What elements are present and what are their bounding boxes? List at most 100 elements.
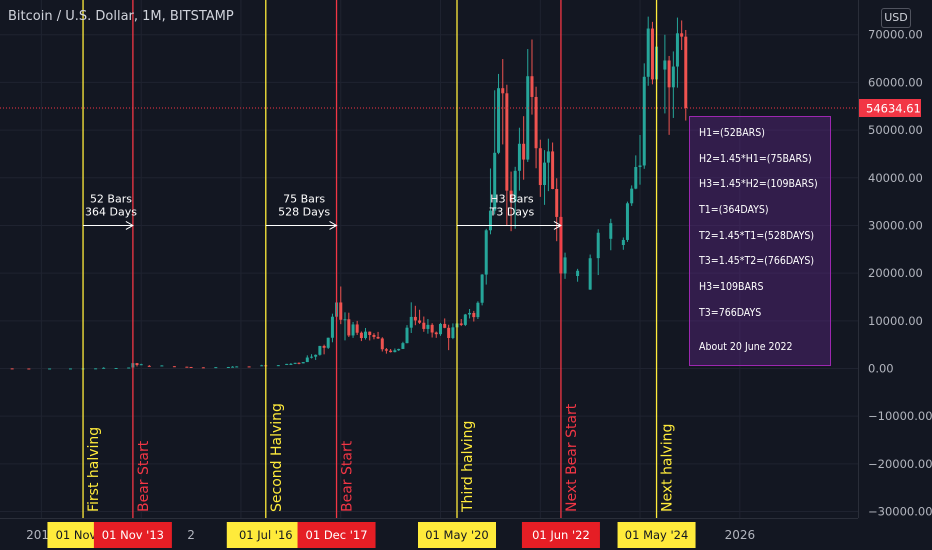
price-tick-label: 30000.00 <box>868 218 923 232</box>
candle-body <box>310 356 314 358</box>
candle-body <box>293 362 297 364</box>
candle-body <box>135 363 139 366</box>
marker-date-label: 01 Jun '22 <box>532 528 590 542</box>
measure-days-label: 364 Days <box>85 205 137 218</box>
marker-date-label: 01 Nov '13 <box>102 528 164 542</box>
symbol-title: Bitcoin / U.S. Dollar, 1M, BITSTAMP <box>8 9 234 24</box>
current-price-label: 54634.61 <box>866 102 921 116</box>
candle-body <box>247 366 251 368</box>
marker-date-badge <box>226 522 305 548</box>
candle-body <box>326 337 330 348</box>
info-line: H3=1.45*H2=(109BARS) <box>699 178 818 191</box>
candle-body <box>401 343 405 349</box>
candle-body <box>638 165 642 168</box>
candle-body <box>276 365 280 367</box>
candle-body <box>588 258 592 290</box>
candle-body <box>359 332 363 339</box>
measure-bars-label: 52 Bars <box>90 192 132 205</box>
measure-days-label: 528 Days <box>278 205 330 218</box>
price-tick-label: −30000.00 <box>868 505 932 519</box>
candle-body <box>538 148 542 186</box>
candle-body <box>351 324 355 336</box>
candle-body <box>68 368 72 370</box>
currency-button[interactable]: USD <box>881 8 911 28</box>
candle-body <box>472 312 476 318</box>
candle-body <box>509 190 513 202</box>
candle-body <box>235 366 239 368</box>
candle-body <box>305 357 309 363</box>
candle-body <box>347 319 351 336</box>
candle-body <box>642 76 646 166</box>
candle-body <box>343 319 347 321</box>
candle-body <box>226 367 230 369</box>
candle-body <box>530 76 534 97</box>
candle-body <box>522 143 526 160</box>
candle-body <box>422 322 426 329</box>
candle-body <box>476 302 480 318</box>
measure-bars-label: H3 Bars <box>490 192 534 205</box>
candle-body <box>484 230 488 275</box>
candle-body <box>513 170 517 202</box>
marker-date-badge <box>521 522 600 548</box>
candle-body <box>625 203 629 240</box>
candle-body <box>426 324 430 329</box>
candle-body <box>376 336 380 339</box>
candle-body <box>671 66 675 88</box>
candle-body <box>438 323 442 335</box>
candle-body <box>501 88 505 94</box>
candle-body <box>139 364 143 366</box>
candle-body <box>289 363 293 365</box>
candle-body <box>231 366 235 368</box>
candle-body <box>543 162 547 186</box>
candle-body <box>409 316 413 328</box>
marker-label: Bear Start <box>136 440 152 512</box>
info-line: H1=(52BARS) <box>699 127 765 139</box>
marker-date-label: 01 May '24 <box>625 528 689 542</box>
candle-body <box>596 232 600 259</box>
candle-body <box>418 320 422 323</box>
marker-label: Second Halving <box>269 403 285 512</box>
price-tick-label: 70000.00 <box>868 28 923 42</box>
candle-body <box>576 270 580 277</box>
candle-body <box>430 324 434 333</box>
candle-body <box>301 362 305 364</box>
candle-body <box>363 331 367 339</box>
time-axis-label: 2 <box>187 528 195 542</box>
candle-body <box>517 143 521 171</box>
info-line: T3=766DAYS <box>699 306 762 319</box>
candle-body <box>646 28 650 77</box>
marker-date-badge <box>93 522 172 548</box>
candle-body <box>318 345 322 355</box>
marker-label: First halving <box>86 427 102 512</box>
marker-date-label: 01 May '20 <box>425 528 489 542</box>
candle-body <box>160 365 164 367</box>
info-conclusion: About 20 June 2022 <box>699 340 793 353</box>
candle-body <box>102 367 106 369</box>
candle-body <box>663 60 667 70</box>
measure-days-label: T3 Days <box>489 205 535 218</box>
candle-body <box>480 274 484 303</box>
candle-body <box>493 152 497 211</box>
candle-body <box>355 324 359 333</box>
candle-body <box>330 316 334 338</box>
price-tick-label: 40000.00 <box>868 171 923 185</box>
candle-body <box>488 210 492 231</box>
info-line: T3=1.45*T2=(766DAYS) <box>699 255 815 268</box>
candle-body <box>534 96 538 149</box>
candle-body <box>147 365 151 367</box>
marker-date-label: 01 Jul '16 <box>239 528 293 542</box>
candle-body <box>443 323 447 328</box>
price-tick-label: 10000.00 <box>868 314 923 328</box>
info-line: T2=1.45*T1=(528DAYS) <box>699 229 815 242</box>
price-tick-label: 20000.00 <box>868 266 923 280</box>
info-line: H2=1.45*H1=(75BARS) <box>699 152 812 165</box>
price-tick-label: −20000.00 <box>868 457 932 471</box>
marker-date-badge <box>418 522 496 548</box>
candle-body <box>285 363 289 365</box>
candle-body <box>214 367 218 369</box>
candle-body <box>621 239 625 246</box>
candle-body <box>505 93 509 191</box>
candle-body <box>94 368 98 370</box>
